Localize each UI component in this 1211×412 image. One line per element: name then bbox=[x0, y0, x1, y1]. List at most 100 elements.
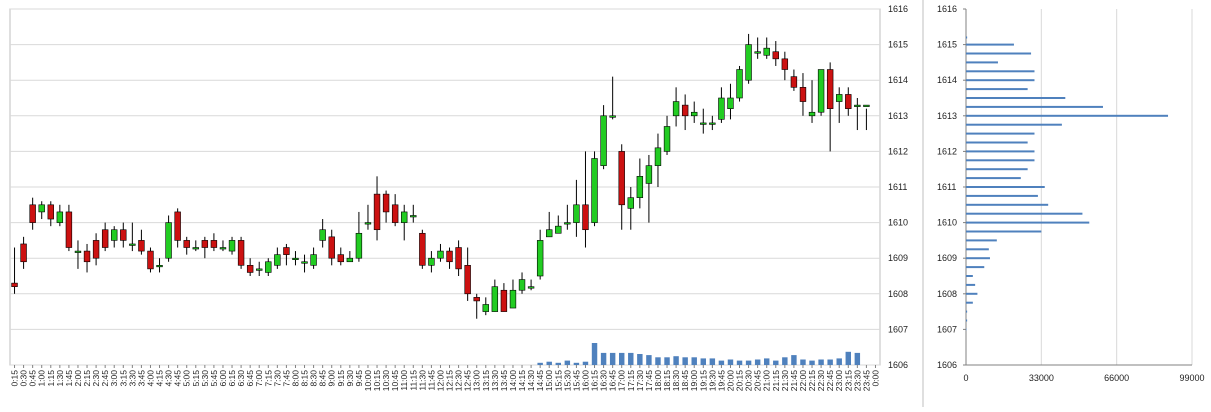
candle-body bbox=[265, 261, 272, 273]
profile-y-tick-label: 1613 bbox=[937, 111, 957, 121]
volume-bar bbox=[854, 352, 861, 365]
candle-body bbox=[138, 240, 145, 252]
x-tick-label: 11:15 bbox=[408, 370, 418, 391]
candle-body bbox=[826, 69, 834, 109]
profile-x-tick-label: 0 bbox=[963, 373, 968, 383]
x-tick-label: 9:00 bbox=[327, 370, 337, 387]
candle-body bbox=[555, 225, 562, 234]
x-tick-label: 0:30 bbox=[19, 370, 29, 387]
volume-bar bbox=[628, 352, 634, 365]
profile-bar bbox=[966, 123, 1062, 126]
main-y-tick-label: 1606 bbox=[888, 360, 908, 370]
x-tick-label: 4:45 bbox=[173, 370, 183, 387]
x-tick-label: 13:30 bbox=[490, 370, 500, 392]
candle-body bbox=[636, 176, 644, 198]
candle-body bbox=[192, 247, 199, 250]
candle-body bbox=[373, 193, 381, 231]
x-tick-label: 2:30 bbox=[91, 370, 101, 387]
profile-y-tick-label: 1606 bbox=[937, 360, 957, 370]
candle-body bbox=[428, 257, 435, 266]
x-tick-label: 10:45 bbox=[390, 370, 400, 392]
candle-body bbox=[56, 211, 64, 223]
volume-bar bbox=[582, 361, 589, 365]
candle-body bbox=[83, 250, 91, 263]
candle-body bbox=[219, 247, 227, 250]
x-tick-label: 3:30 bbox=[127, 370, 137, 387]
x-tick-label: 17:15 bbox=[626, 370, 636, 392]
profile-bar bbox=[966, 283, 976, 286]
x-tick-label: 16:15 bbox=[590, 370, 600, 392]
candle-body bbox=[101, 229, 109, 248]
candle-body bbox=[120, 229, 127, 241]
profile-bar bbox=[966, 105, 1103, 108]
candle-body bbox=[718, 97, 725, 120]
x-tick-label: 4:15 bbox=[155, 370, 165, 387]
x-tick-label: 22:15 bbox=[807, 370, 817, 392]
profile-bar bbox=[966, 186, 1045, 188]
candle-body bbox=[246, 265, 254, 273]
x-tick-label: 10:15 bbox=[372, 370, 382, 392]
x-tick-label: 4:00 bbox=[145, 370, 155, 387]
x-tick-label: 7:15 bbox=[263, 370, 273, 387]
x-tick-label: 14:00 bbox=[508, 370, 518, 392]
x-tick-label: 7:30 bbox=[272, 370, 282, 387]
profile-x-tick-label: 66000 bbox=[1104, 373, 1129, 383]
x-tick-label: 19:00 bbox=[689, 370, 699, 392]
x-tick-label: 1:30 bbox=[55, 370, 65, 387]
profile-y-tick-label: 1616 bbox=[937, 4, 957, 14]
x-tick-label: 17:30 bbox=[635, 370, 645, 392]
candle-body bbox=[328, 236, 335, 259]
volume-bar bbox=[646, 355, 652, 365]
candle-body bbox=[165, 222, 172, 259]
candle-body bbox=[446, 250, 453, 263]
profile-x-tick-label: 33000 bbox=[1029, 373, 1054, 383]
candle-body bbox=[700, 122, 707, 125]
profile-bar bbox=[966, 319, 968, 322]
x-tick-label: 5:15 bbox=[191, 370, 201, 387]
candle-body bbox=[20, 243, 27, 263]
x-tick-label: 6:15 bbox=[227, 370, 237, 387]
candle-body bbox=[527, 286, 535, 289]
x-tick-label: 15:00 bbox=[544, 370, 554, 392]
candle-body bbox=[319, 229, 326, 241]
volume-bar bbox=[818, 359, 824, 365]
candle-body bbox=[391, 204, 399, 223]
profile-y-tick-label: 1609 bbox=[937, 253, 957, 263]
candle-body bbox=[654, 147, 662, 166]
profile-bar bbox=[966, 141, 1028, 144]
volume-bar bbox=[727, 359, 734, 365]
profile-y-tick-label: 1612 bbox=[937, 146, 957, 156]
volume-bar bbox=[764, 358, 770, 365]
candle-body bbox=[473, 297, 480, 302]
volume-bar bbox=[754, 359, 761, 365]
x-tick-label: 7:00 bbox=[254, 370, 264, 387]
x-tick-label: 9:45 bbox=[354, 370, 364, 387]
volume-bar bbox=[709, 358, 716, 365]
x-tick-label: 1:15 bbox=[46, 370, 56, 387]
volume-bar bbox=[791, 355, 797, 365]
candle-body bbox=[863, 104, 870, 107]
profile-y-tick-label: 1610 bbox=[937, 218, 957, 228]
candle-body bbox=[410, 215, 417, 218]
candle-body bbox=[672, 101, 680, 117]
profile-bar bbox=[966, 212, 1083, 215]
volume-bar bbox=[609, 352, 616, 365]
main-y-tick-label: 1614 bbox=[888, 75, 908, 85]
x-tick-label: 23:30 bbox=[852, 370, 862, 392]
volume-bar bbox=[782, 357, 788, 365]
x-tick-label: 23:00 bbox=[834, 370, 844, 392]
x-tick-label: 21:45 bbox=[789, 370, 799, 392]
candle-body bbox=[836, 94, 843, 102]
candle-body bbox=[536, 240, 544, 277]
candle-body bbox=[763, 47, 770, 56]
x-tick-label: 7:45 bbox=[281, 370, 291, 387]
candle-body bbox=[382, 193, 390, 213]
profile-bar bbox=[966, 301, 973, 304]
candle-body bbox=[781, 58, 789, 70]
candle-body bbox=[582, 204, 589, 231]
candle-body bbox=[691, 111, 698, 117]
candle-body bbox=[509, 289, 517, 309]
candle-body bbox=[38, 204, 45, 213]
x-tick-label: 12:30 bbox=[454, 370, 464, 392]
profile-bar bbox=[966, 266, 985, 269]
